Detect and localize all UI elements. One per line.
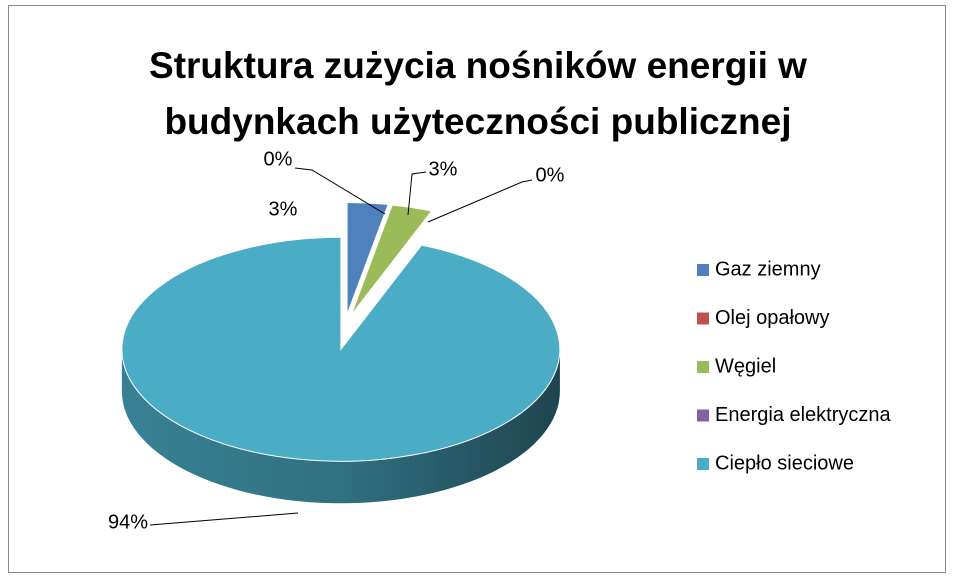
legend-swatch <box>697 458 709 470</box>
data-label: 3% <box>269 198 298 220</box>
leader-line <box>427 179 533 223</box>
data-label: 0% <box>536 164 565 186</box>
leader-line <box>407 171 427 216</box>
legend-label: Gaz ziemny <box>715 258 821 280</box>
slice-side-shade <box>121 349 560 504</box>
chart-frame <box>8 5 946 573</box>
data-label: 94% <box>108 511 148 533</box>
data-label: 3% <box>429 158 458 180</box>
legend-swatch <box>697 264 709 276</box>
legend-swatch <box>697 361 709 373</box>
slice <box>121 236 561 462</box>
chart-title: Struktura zużycia nośników energii w bud… <box>149 45 807 142</box>
leader-line <box>149 512 299 526</box>
leader-line <box>294 167 386 215</box>
slice <box>346 201 389 315</box>
data-label: 0% <box>264 148 293 170</box>
legend-label: Węgiel <box>715 355 776 377</box>
legend-label: Ciepło sieciowe <box>715 452 854 474</box>
legend-swatch <box>697 409 709 422</box>
legend-label: Olej opałowy <box>715 307 830 329</box>
legend-label: Energia elektryczna <box>715 404 892 426</box>
slice <box>350 204 433 316</box>
legend-swatch <box>697 312 709 325</box>
